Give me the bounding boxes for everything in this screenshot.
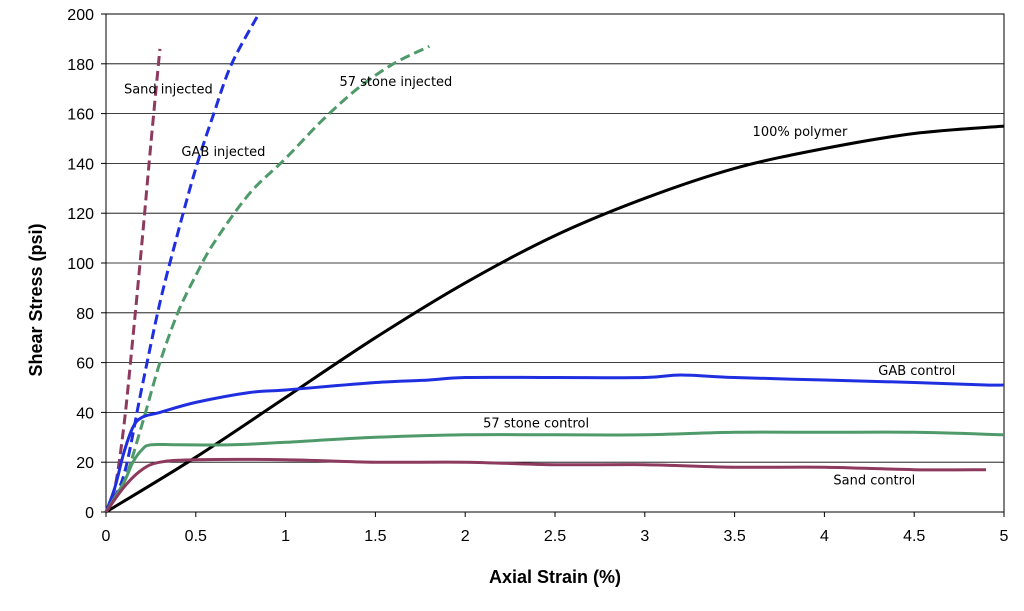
x-tick-label: 1.5 bbox=[364, 528, 386, 545]
y-tick-label: 0 bbox=[85, 505, 94, 522]
series-line-gab-injected bbox=[104, 13, 261, 513]
series-label: GAB injected bbox=[181, 145, 265, 160]
x-tick-label: 4.5 bbox=[903, 528, 925, 545]
series-label: Sand control bbox=[833, 474, 915, 489]
y-tick-label: 160 bbox=[67, 107, 94, 124]
y-tick-label: 200 bbox=[67, 7, 94, 24]
x-tick-label: 0 bbox=[102, 528, 111, 545]
y-tick-label: 140 bbox=[67, 156, 94, 173]
x-tick-label: 3 bbox=[640, 528, 649, 545]
series-label: 100% polymer bbox=[753, 125, 848, 140]
y-tick-label: 80 bbox=[76, 306, 94, 323]
y-tick-label: 100 bbox=[67, 256, 94, 273]
series-line-sand-injected bbox=[104, 48, 162, 513]
series-line-100-polymer bbox=[105, 124, 1005, 514]
y-tick-label: 60 bbox=[76, 356, 94, 373]
series-line-sand-control bbox=[104, 457, 987, 513]
tick-labels: 0 20 40 60 80 100 120 140 160 180 200 0 0.5 1 1.5 2 2.5 3… bbox=[67, 7, 1008, 545]
series-lines bbox=[104, 13, 1005, 514]
series-label: GAB control bbox=[878, 364, 955, 379]
x-tick-label: 2.5 bbox=[544, 528, 566, 545]
y-tick-label: 180 bbox=[67, 57, 94, 74]
x-tick-label: 5 bbox=[1000, 528, 1009, 545]
y-tick-label: 20 bbox=[76, 455, 94, 472]
y-tick-label: 120 bbox=[67, 206, 94, 223]
y-tick-label: 40 bbox=[76, 405, 94, 422]
series-label: 57 stone control bbox=[483, 416, 589, 431]
x-tick-label: 4 bbox=[820, 528, 829, 545]
x-tick-label: 2 bbox=[461, 528, 470, 545]
x-axis-title: Axial Strain (%) bbox=[489, 567, 621, 587]
series-line-57-stone-control bbox=[104, 430, 1005, 513]
gridlines bbox=[106, 13, 1004, 513]
series-line-gab-control bbox=[104, 373, 1005, 513]
x-tick-label: 1 bbox=[281, 528, 290, 545]
series-label: Sand injected bbox=[124, 83, 213, 98]
x-tick-label: 0.5 bbox=[185, 528, 207, 545]
series-line-57-stone-injected bbox=[104, 45, 430, 513]
plot-frame bbox=[105, 13, 1005, 513]
series-annotations: Sand injected GAB injected 57 stone inject… bbox=[124, 75, 955, 488]
axes bbox=[101, 13, 1005, 517]
x-tick-label: 3.5 bbox=[723, 528, 745, 545]
series-label: 57 stone injected bbox=[339, 75, 452, 90]
y-axis-title: Shear Stress (psi) bbox=[26, 223, 46, 376]
